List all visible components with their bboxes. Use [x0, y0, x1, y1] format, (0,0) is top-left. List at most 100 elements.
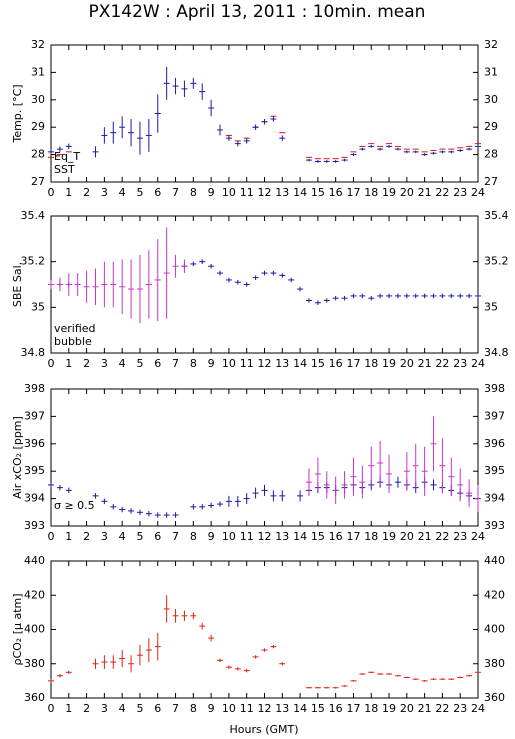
x-tick-label: 11 — [240, 186, 254, 199]
y-tick-label: 360 — [24, 691, 45, 704]
x-tick-label: 14 — [293, 357, 307, 370]
y-tick-label-right: 400 — [484, 623, 505, 636]
x-tick-label: 20 — [400, 530, 414, 543]
x-tick-label: 22 — [435, 357, 449, 370]
x-tick-label: 10 — [222, 357, 236, 370]
y-axis-label: Air xCO₂ [ppm] — [11, 416, 24, 499]
y-axis-label: Temp. [°C] — [11, 84, 24, 143]
y-axis-label: ρCO₂ [μ atm] — [11, 593, 24, 665]
x-tick-label: 7 — [172, 357, 179, 370]
x-tick-label: 13 — [275, 357, 289, 370]
y-tick-label: 35.4 — [21, 209, 46, 222]
x-tick-label: 5 — [136, 186, 143, 199]
y-tick-label: 440 — [24, 554, 45, 567]
y-tick-label-right: 35 — [484, 300, 498, 313]
x-tick-label: 24 — [471, 186, 485, 199]
y-tick-label-right: 420 — [484, 588, 505, 601]
x-tick-label: 13 — [275, 186, 289, 199]
y-tick-label: 420 — [24, 588, 45, 601]
x-tick-label: 15 — [311, 530, 325, 543]
x-tick-label: 2 — [83, 357, 90, 370]
x-tick-label: 18 — [364, 702, 378, 715]
x-tick-label: 19 — [382, 702, 396, 715]
x-tick-label: 14 — [293, 186, 307, 199]
legend-label: bubble — [54, 335, 92, 348]
y-tick-label-right: 34.8 — [484, 346, 509, 359]
y-tick-label-right: 30 — [484, 93, 498, 106]
x-tick-label: 20 — [400, 702, 414, 715]
y-tick-label: 398 — [24, 382, 45, 395]
x-tick-label: 7 — [172, 702, 179, 715]
y-tick-label: 29 — [31, 120, 45, 133]
x-tick-label: 20 — [400, 186, 414, 199]
y-tick-label-right: 27 — [484, 175, 498, 188]
x-tick-label: 14 — [293, 530, 307, 543]
x-tick-label: 10 — [222, 186, 236, 199]
x-tick-label: 6 — [154, 530, 161, 543]
x-tick-label: 5 — [136, 530, 143, 543]
x-tick-label: 9 — [208, 702, 215, 715]
x-tick-label: 18 — [364, 530, 378, 543]
x-tick-label: 1 — [65, 702, 72, 715]
x-tick-label: 8 — [190, 702, 197, 715]
x-tick-label: 15 — [311, 357, 325, 370]
x-tick-label: 23 — [453, 702, 467, 715]
x-tick-label: 11 — [240, 530, 254, 543]
x-tick-label: 12 — [258, 702, 272, 715]
x-tick-label: 8 — [190, 357, 197, 370]
legend-label: verified — [54, 322, 96, 335]
x-tick-label: 23 — [453, 357, 467, 370]
x-tick-label: 6 — [154, 702, 161, 715]
y-axis-label: SBE Sal. — [11, 262, 24, 307]
y-tick-label-right: 360 — [484, 691, 505, 704]
x-tick-label: 3 — [101, 186, 108, 199]
x-tick-label: 19 — [382, 357, 396, 370]
plot-frame — [50, 44, 479, 183]
legend-label: Eq_T — [54, 150, 80, 163]
x-tick-label: 9 — [208, 186, 215, 199]
x-tick-label: 14 — [293, 702, 307, 715]
y-tick-label-right: 32 — [484, 38, 498, 51]
y-tick-label-right: 397 — [484, 409, 505, 422]
y-tick-label: 28 — [31, 148, 45, 161]
y-tick-label-right: 28 — [484, 148, 498, 161]
x-tick-label: 19 — [382, 186, 396, 199]
x-tick-label: 10 — [222, 530, 236, 543]
x-tick-label: 21 — [418, 186, 432, 199]
y-tick-label: 30 — [31, 93, 45, 106]
x-tick-label: 11 — [240, 357, 254, 370]
x-tick-label: 7 — [172, 186, 179, 199]
y-tick-label-right: 440 — [484, 554, 505, 567]
x-tick-label: 11 — [240, 702, 254, 715]
plot-frame — [50, 560, 479, 699]
y-tick-label: 35 — [31, 300, 45, 313]
y-tick-label-right: 393 — [484, 519, 505, 532]
x-tick-label: 2 — [83, 702, 90, 715]
x-tick-label: 16 — [329, 702, 343, 715]
y-tick-label-right: 394 — [484, 492, 505, 505]
x-tick-label: 2 — [83, 186, 90, 199]
y-tick-label: 35.2 — [21, 255, 46, 268]
x-tick-label: 15 — [311, 702, 325, 715]
x-tick-label: 13 — [275, 702, 289, 715]
x-tick-label: 23 — [453, 186, 467, 199]
x-tick-label: 22 — [435, 530, 449, 543]
x-axis-label: Hours (GMT) — [229, 723, 298, 736]
x-tick-label: 20 — [400, 357, 414, 370]
plot-frame — [50, 388, 479, 527]
y-tick-label-right: 380 — [484, 657, 505, 670]
x-tick-label: 16 — [329, 357, 343, 370]
y-tick-label-right: 31 — [484, 65, 498, 78]
x-tick-label: 4 — [119, 530, 126, 543]
y-tick-label-right: 398 — [484, 382, 505, 395]
y-tick-label-right: 395 — [484, 464, 505, 477]
chart-title: PX142W : April 13, 2011 : 10min. mean — [89, 2, 426, 22]
x-tick-label: 24 — [471, 702, 485, 715]
y-tick-label: 34.8 — [21, 346, 46, 359]
x-tick-label: 18 — [364, 186, 378, 199]
y-tick-label: 380 — [24, 657, 45, 670]
x-tick-label: 1 — [65, 186, 72, 199]
x-tick-label: 21 — [418, 702, 432, 715]
x-tick-label: 4 — [119, 186, 126, 199]
